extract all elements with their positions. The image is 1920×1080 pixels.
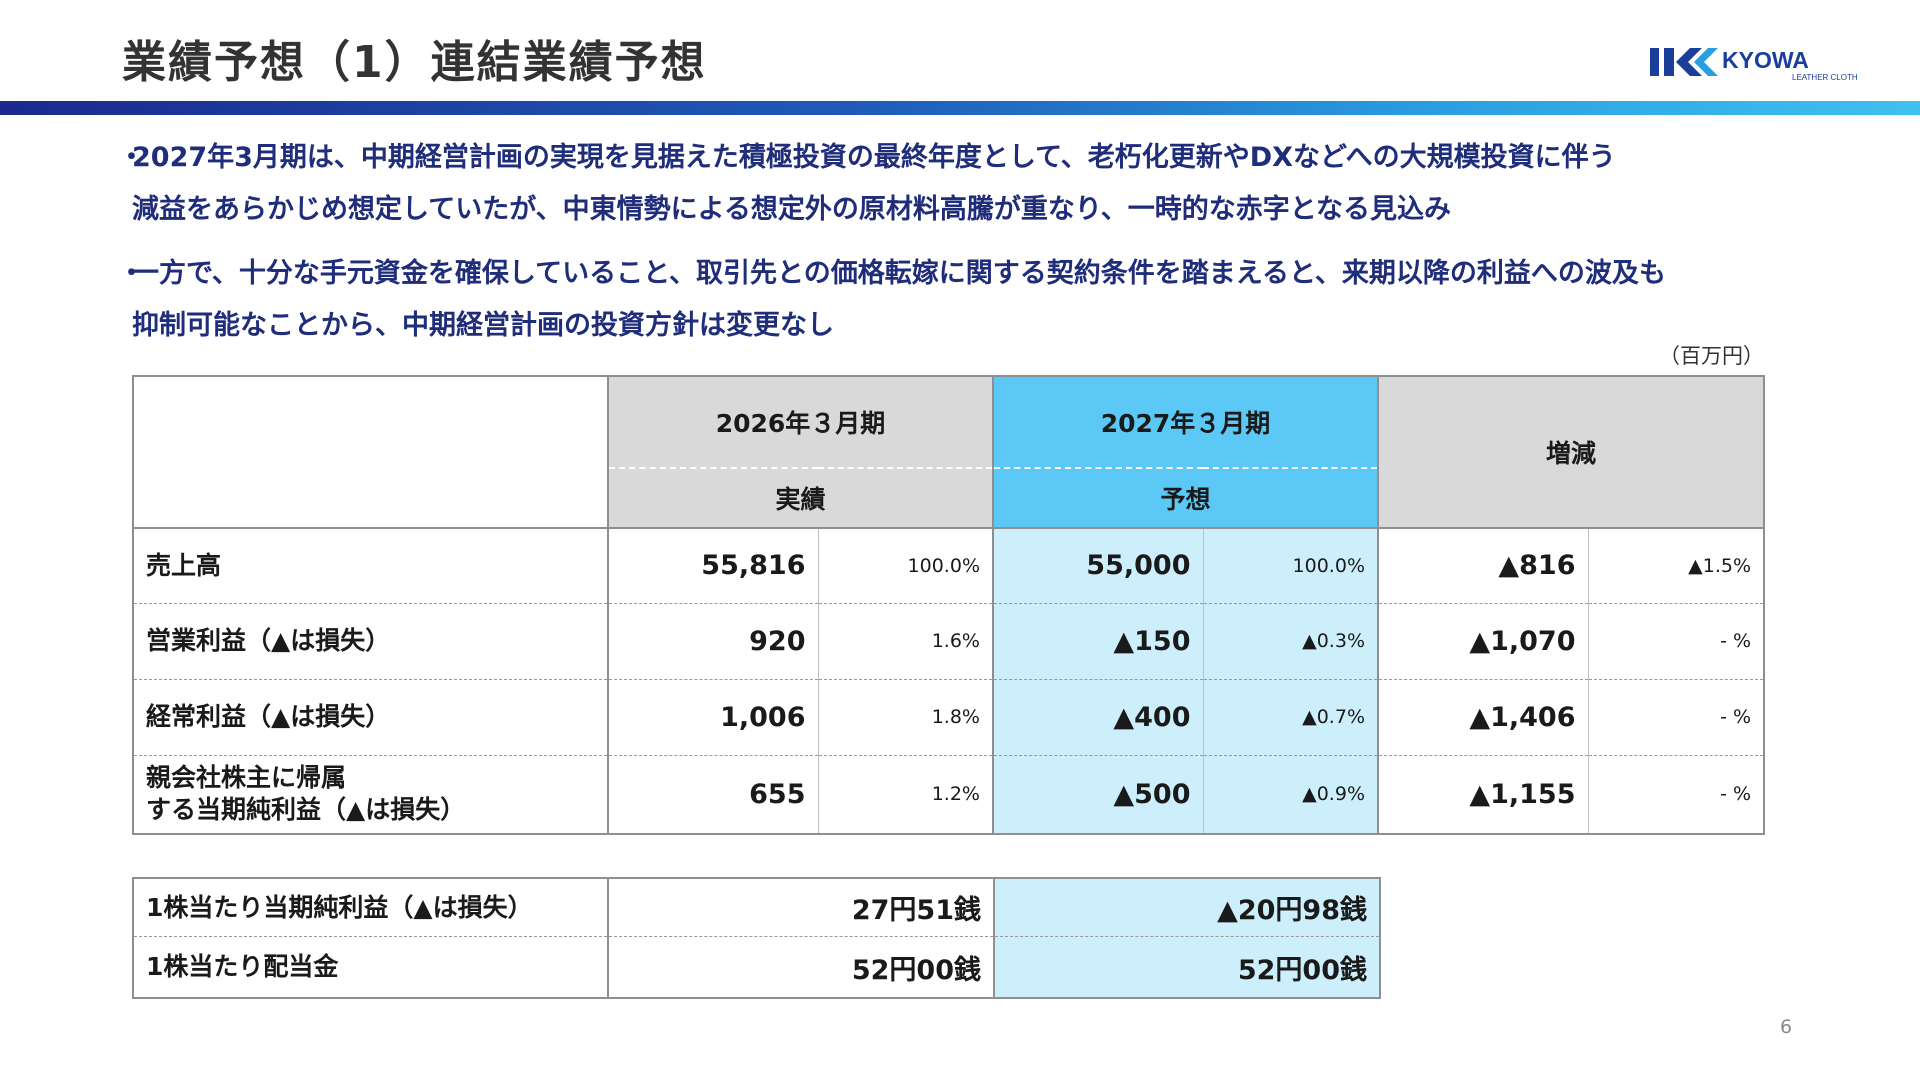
- table-row-ordinary-profit: 経常利益（▲は損失） 1,006 1.8% ▲400 ▲0.7% ▲1,406 …: [133, 679, 1765, 756]
- per-share-table: 1株当たり当期純利益（▲は損失） 27円51銭 ▲20円98銭 1株当たり配当金…: [132, 877, 1381, 999]
- header-corner: [133, 376, 608, 528]
- change-value: ▲816: [1377, 528, 1588, 604]
- next-value: 55,000: [992, 528, 1203, 604]
- prev-ratio: 100.0%: [817, 528, 993, 604]
- prev-ratio: 1.8%: [817, 679, 993, 756]
- row-label: 売上高: [133, 528, 608, 604]
- header-period-prev: 2026年３月期: [607, 376, 993, 469]
- bullet-item: ・ 一方で、十分な手元資金を確保していること、取引先との価格転嫁に関する契約条件…: [118, 248, 1818, 352]
- change-ratio: - %: [1587, 679, 1765, 756]
- next-ratio: ▲0.7%: [1202, 679, 1378, 756]
- bullet-mark: ・: [118, 142, 145, 173]
- bullet-mark: ・: [118, 258, 145, 289]
- row-label: 親会社株主に帰属 する当期純利益（▲は損失）: [133, 755, 608, 834]
- unit-label: （百万円）: [1659, 344, 1764, 368]
- table-row-net-income: 親会社株主に帰属 する当期純利益（▲は損失） 655 1.2% ▲500 ▲0.…: [133, 755, 1765, 834]
- row-label: 経常利益（▲は損失）: [133, 679, 608, 756]
- row-label: 営業利益（▲は損失）: [133, 603, 608, 680]
- row-label-line: 親会社株主に帰属: [146, 763, 347, 793]
- forecast-table: 2026年３月期 2027年３月期 増減 実績 予想 売上高 55,816 10…: [132, 375, 1766, 835]
- change-value: ▲1,070: [1377, 603, 1588, 680]
- prev-value: 655: [607, 755, 818, 834]
- next-ratio: ▲0.9%: [1202, 755, 1378, 834]
- next-value: ▲500: [992, 755, 1203, 834]
- bullet-line: 一方で、十分な手元資金を確保していること、取引先との価格転嫁に関する契約条件を踏…: [132, 258, 1666, 289]
- kyowa-logo: KYOWA LEATHER CLOTH: [1650, 47, 1858, 82]
- svg-text:LEATHER CLOTH: LEATHER CLOTH: [1792, 73, 1858, 82]
- title-gradient-bar: [0, 101, 1920, 115]
- change-value: ▲1,406: [1377, 679, 1588, 756]
- prev-value: 55,816: [607, 528, 818, 604]
- change-value: ▲1,155: [1377, 755, 1588, 834]
- header-change: 増減: [1376, 376, 1765, 528]
- prev-ratio: 1.6%: [817, 603, 993, 680]
- row-label: 1株当たり配当金: [146, 952, 339, 981]
- header-forecast: 予想: [992, 468, 1378, 528]
- slide-title: 業績予想（1）連結業績予想: [122, 37, 707, 88]
- change-ratio: - %: [1587, 603, 1765, 680]
- change-ratio: - %: [1587, 755, 1765, 834]
- header-actual: 実績: [607, 468, 993, 528]
- bullet-item: ・ 2027年3月期は、中期経営計画の実現を見据えた積極投資の最終年度として、老…: [118, 132, 1818, 236]
- prev-value: 52円00銭: [607, 936, 994, 998]
- prev-value: 27円51銭: [607, 878, 994, 937]
- table-row-dividend: 1株当たり配当金 52円00銭 52円00銭: [133, 936, 1380, 998]
- row-label-line: する当期純利益（▲は損失）: [146, 795, 466, 825]
- svg-text:KYOWA: KYOWA: [1722, 47, 1809, 73]
- bullet-line: 2027年3月期は、中期経営計画の実現を見据えた積極投資の最終年度として、老朽化…: [132, 142, 1616, 173]
- header-period-next: 2027年３月期: [992, 376, 1378, 469]
- prev-ratio: 1.2%: [817, 755, 993, 834]
- bullet-list: ・ 2027年3月期は、中期経営計画の実現を見据えた積極投資の最終年度として、老…: [118, 132, 1818, 364]
- table-row-operating-profit: 営業利益（▲は損失） 920 1.6% ▲150 ▲0.3% ▲1,070 - …: [133, 603, 1765, 680]
- next-ratio: 100.0%: [1202, 528, 1378, 604]
- next-value: ▲150: [992, 603, 1203, 680]
- bullet-line: 抑制可能なことから、中期経営計画の投資方針は変更なし: [132, 310, 834, 341]
- bullet-line: 減益をあらかじめ想定していたが、中東情勢による想定外の原材料高騰が重なり、一時的…: [132, 194, 1451, 225]
- next-value: ▲400: [992, 679, 1203, 756]
- table-row-eps: 1株当たり当期純利益（▲は損失） 27円51銭 ▲20円98銭: [133, 878, 1380, 937]
- prev-value: 920: [607, 603, 818, 680]
- row-label: 1株当たり当期純利益（▲は損失）: [133, 878, 608, 937]
- next-ratio: ▲0.3%: [1202, 603, 1378, 680]
- prev-value: 1,006: [607, 679, 818, 756]
- change-ratio: ▲1.5%: [1587, 528, 1765, 604]
- next-value: 52円00銭: [993, 936, 1380, 998]
- next-value: ▲20円98銭: [993, 878, 1380, 937]
- page-number: 6: [1780, 1016, 1793, 1038]
- table-row-sales: 売上高 55,816 100.0% 55,000 100.0% ▲816 ▲1.…: [133, 528, 1765, 604]
